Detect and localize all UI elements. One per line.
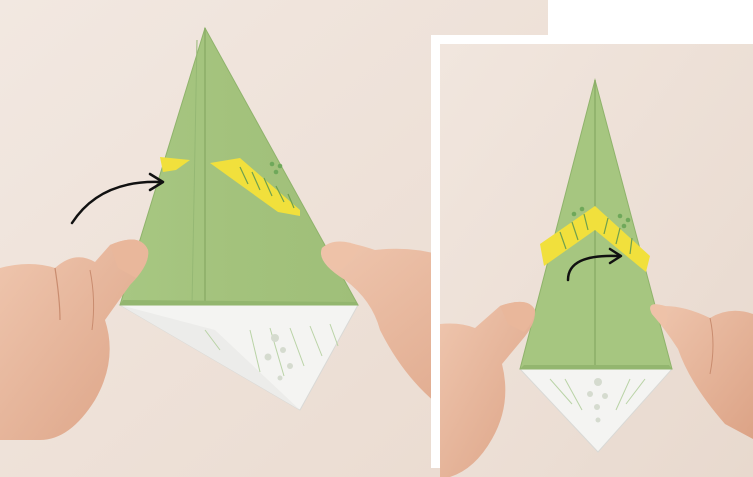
curved-arrow-right-icon (70, 172, 165, 225)
origami-green-kite-left (119, 26, 359, 306)
curved-arrow-right-icon (566, 247, 623, 282)
origami-green-kite-right (519, 78, 673, 370)
right-step-illustration (440, 44, 753, 477)
left-hand (440, 301, 536, 477)
left-hand (0, 239, 149, 440)
right-hand (650, 304, 753, 439)
origami-white-base-left (118, 304, 359, 411)
step-photo-right (440, 44, 753, 477)
